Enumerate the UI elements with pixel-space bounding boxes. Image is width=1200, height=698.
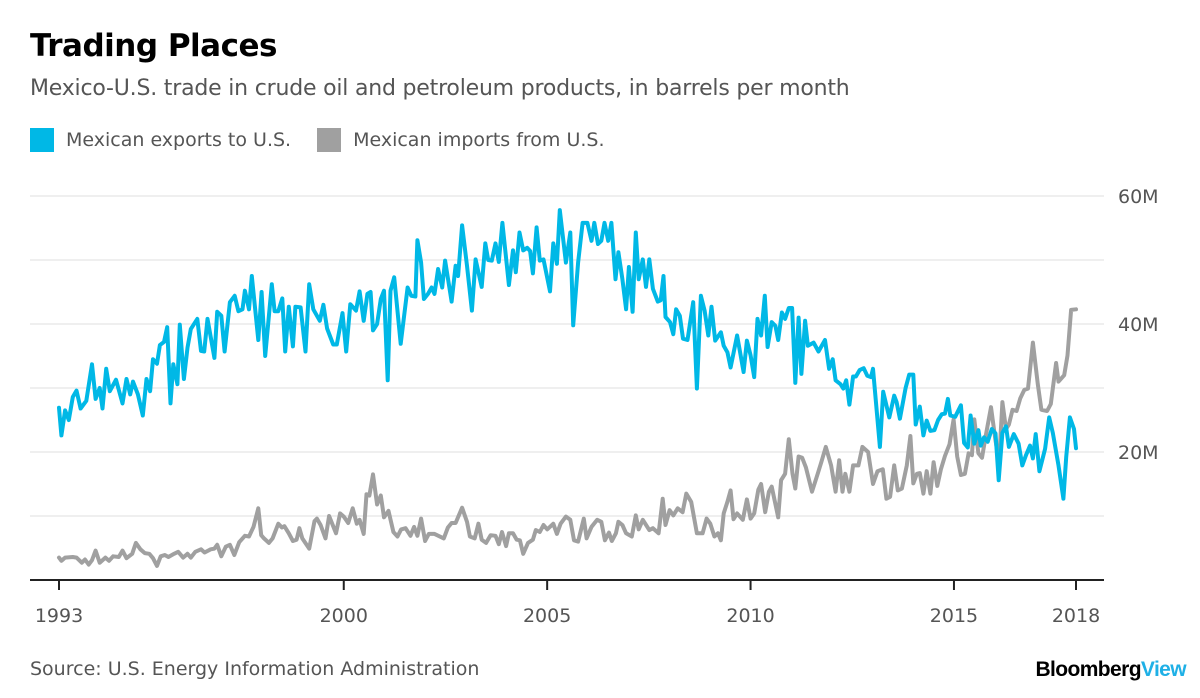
logo-part-view: View <box>1140 658 1187 681</box>
chart-subtitle: Mexico-U.S. trade in crude oil and petro… <box>30 76 850 101</box>
legend-swatch-exports <box>30 128 54 152</box>
x-tick-label: 2018 <box>1052 605 1100 627</box>
legend-label-exports: Mexican exports to U.S. <box>66 129 292 151</box>
bloomberg-view-logo: BloombergView <box>1035 658 1186 682</box>
legend: Mexican exports to U.S. Mexican imports … <box>30 128 605 152</box>
legend-label-imports: Mexican imports from U.S. <box>353 129 605 151</box>
legend-item-exports: Mexican exports to U.S. <box>30 128 291 152</box>
chart-title: Trading Places <box>30 28 277 64</box>
logo-part-bloomberg: Bloomberg <box>1035 658 1141 681</box>
x-tick-label: 2010 <box>726 605 774 627</box>
series-line-exports <box>57 208 1078 501</box>
source-note: Source: U.S. Energy Information Administ… <box>30 658 480 680</box>
x-tick-label: 2000 <box>320 605 368 627</box>
x-tick-label: 1993 <box>35 605 83 627</box>
y-tick-label: 40M <box>1118 314 1159 336</box>
x-tick-label: 2015 <box>930 605 978 627</box>
legend-swatch-imports <box>317 128 342 152</box>
y-tick-label: 60M <box>1118 186 1159 208</box>
legend-item-imports: Mexican imports from U.S. <box>317 128 605 152</box>
series-line-imports <box>57 307 1078 568</box>
x-tick-label: 2005 <box>523 605 571 627</box>
y-tick-label: 20M <box>1118 442 1159 464</box>
